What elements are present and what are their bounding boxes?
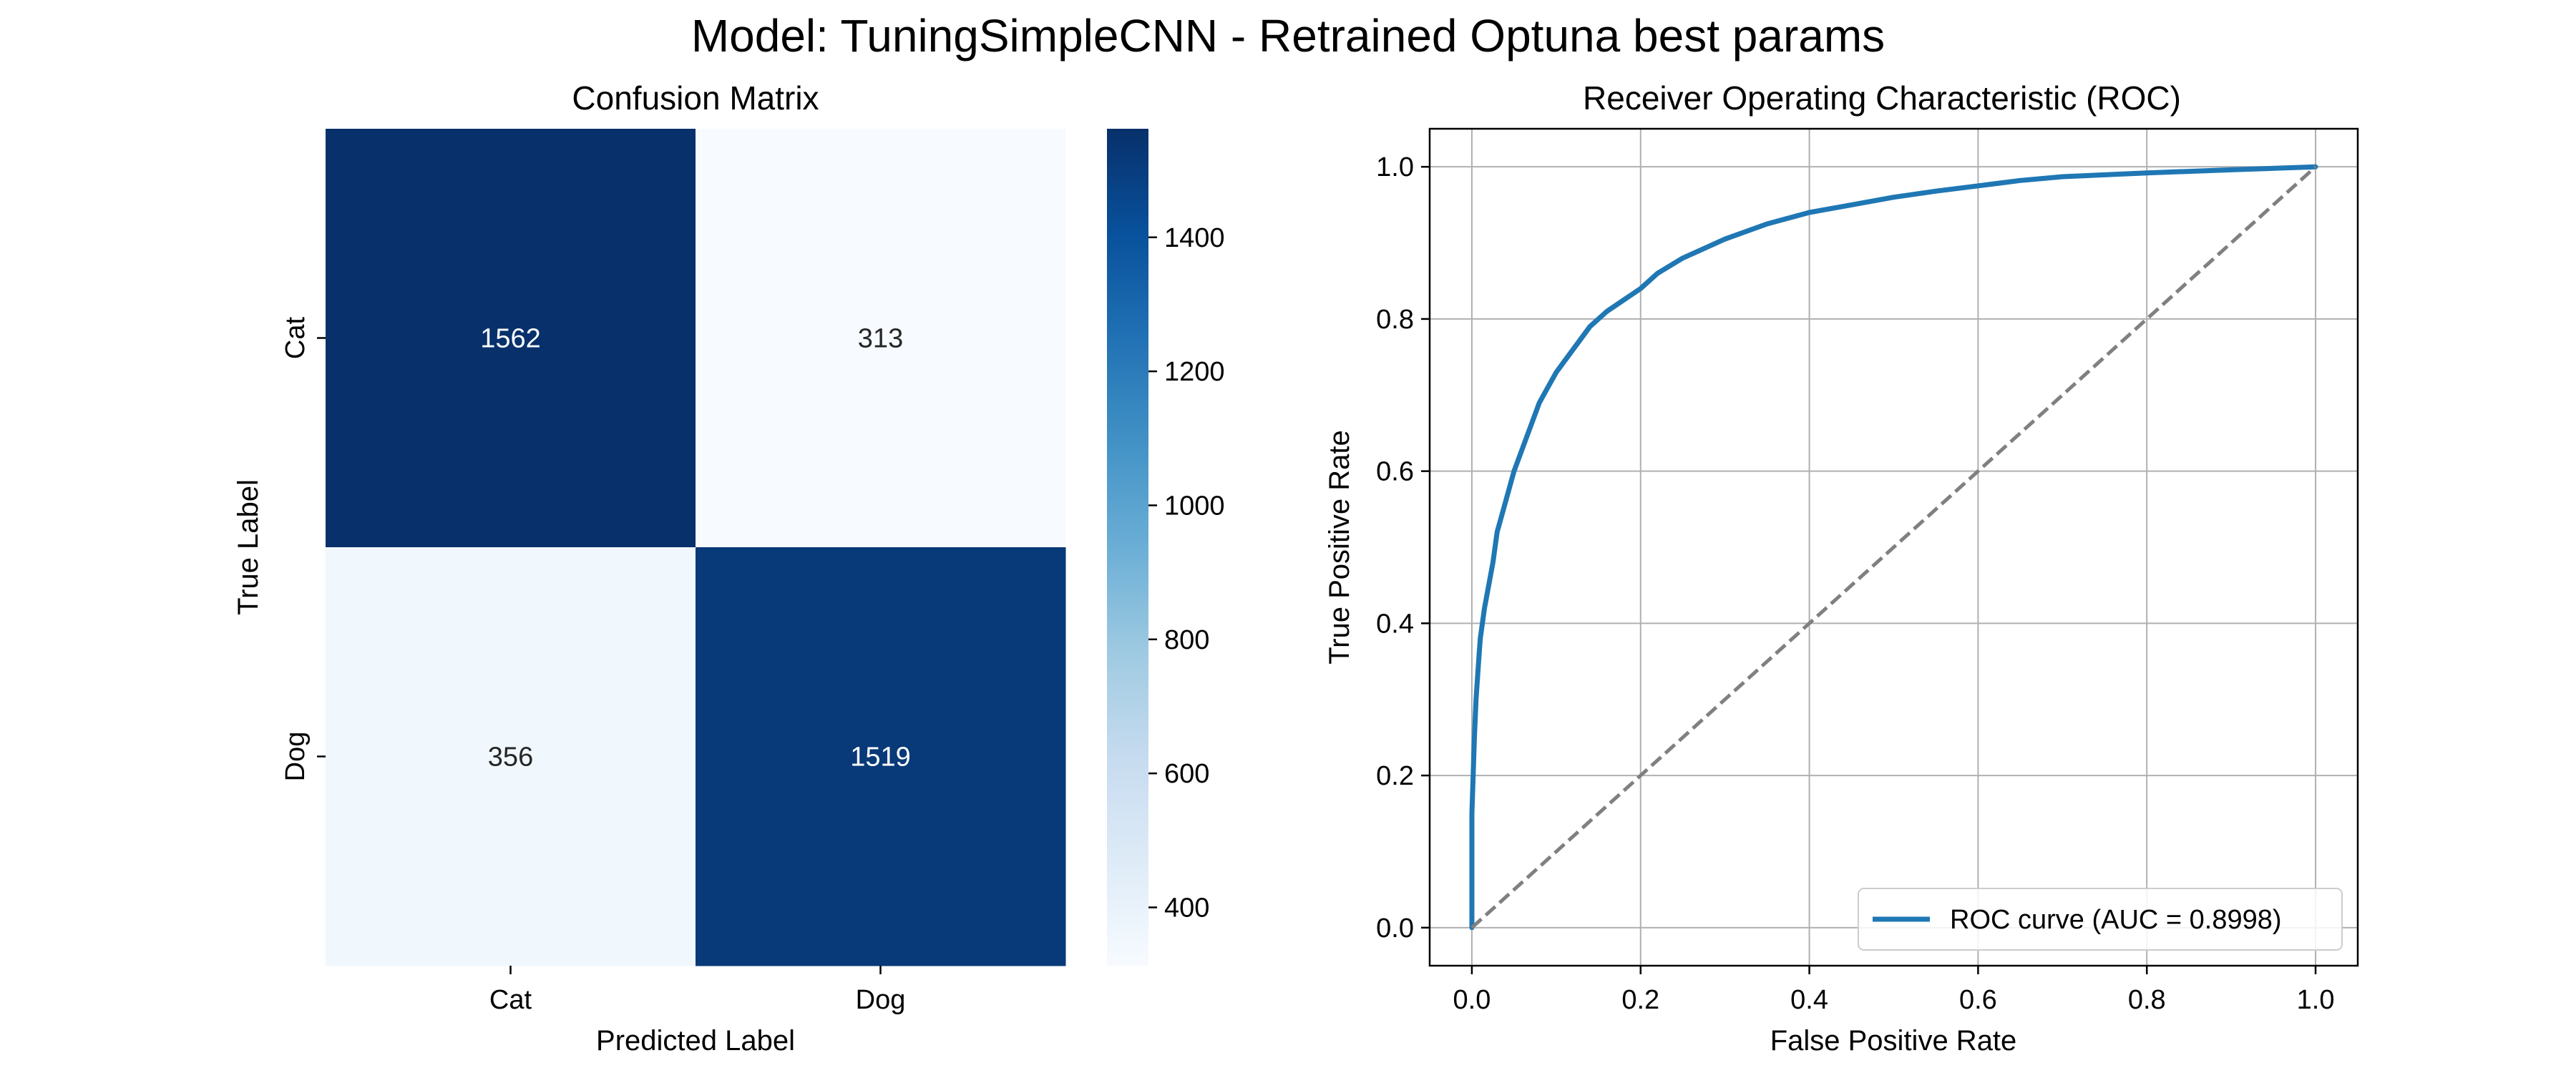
roc-panel: Receiver Operating Characteristic (ROC) … (1324, 79, 2359, 1057)
heatmap-cell (696, 129, 1066, 548)
colorbar-tick-label: 1200 (1164, 357, 1225, 387)
x-tick-label: Cat (489, 985, 532, 1015)
roc-curve-line (1469, 164, 2318, 931)
colorbar-tick-label: 1000 (1164, 491, 1225, 521)
x-tick-label: Dog (856, 985, 906, 1015)
colorbar-gradient (1107, 129, 1148, 966)
colorbar-tick-label: 1400 (1164, 223, 1225, 253)
colorbar-tick-label: 600 (1164, 759, 1209, 789)
confusion-matrix-title: Confusion Matrix (572, 79, 819, 117)
y-tick-label: 0.6 (1376, 457, 1414, 487)
heatmap-cell (326, 547, 696, 966)
legend-frame (1858, 888, 2343, 951)
roc-legend: ROC curve (AUC = 0.8998) (1858, 888, 2343, 951)
y-tick-label: 0.8 (1376, 305, 1414, 335)
roc-title: Receiver Operating Characteristic (ROC) (1583, 79, 2181, 117)
y-tick-label: 1.0 (1376, 152, 1414, 182)
y-tick-label: 0.2 (1376, 761, 1414, 791)
heatmap-cell (696, 547, 1066, 966)
confusion-matrix-ylabel: True Label (233, 479, 264, 615)
x-tick-label: 0.2 (1621, 985, 1659, 1015)
y-tick-label: 0.0 (1376, 913, 1414, 944)
chance-line (1470, 165, 2317, 929)
heatmap-cell-value: 1562 (480, 324, 541, 354)
heatmap-cell-value: 356 (488, 743, 533, 773)
colorbar-tick-label: 400 (1164, 893, 1209, 923)
confusion-matrix-panel: Confusion Matrix 1562 313 356 1519 Cat Dog Ca… (233, 79, 1066, 1057)
heatmap-cell (326, 129, 696, 548)
x-tick-label: 0.0 (1453, 985, 1491, 1015)
y-tick-label: Cat (280, 316, 311, 359)
legend-label: ROC curve (AUC = 0.8998) (1950, 905, 2282, 935)
x-tick-label: 0.8 (2128, 985, 2166, 1015)
x-tick-label: 0.6 (1959, 985, 1997, 1015)
y-tick-label: 0.4 (1376, 609, 1414, 639)
colorbar-tick-label: 800 (1164, 625, 1209, 655)
roc-xlabel: False Positive Rate (1770, 1025, 2017, 1057)
roc-ylabel: True Positive Rate (1324, 430, 1355, 665)
x-tick-label: 1.0 (2297, 985, 2335, 1015)
colorbar: 400 600 800 1000 1200 1400 (1107, 129, 1225, 966)
roc-axes-frame (1428, 127, 2359, 967)
x-tick-label: 0.4 (1790, 985, 1828, 1015)
confusion-matrix-xlabel: Predicted Label (596, 1025, 795, 1057)
heatmap-cell-value: 313 (858, 324, 903, 354)
figure-title: Model: TuningSimpleCNN - Retrained Optun… (691, 10, 1885, 62)
heatmap-cell-value: 1519 (850, 743, 911, 773)
y-tick-label: Dog (280, 732, 311, 782)
